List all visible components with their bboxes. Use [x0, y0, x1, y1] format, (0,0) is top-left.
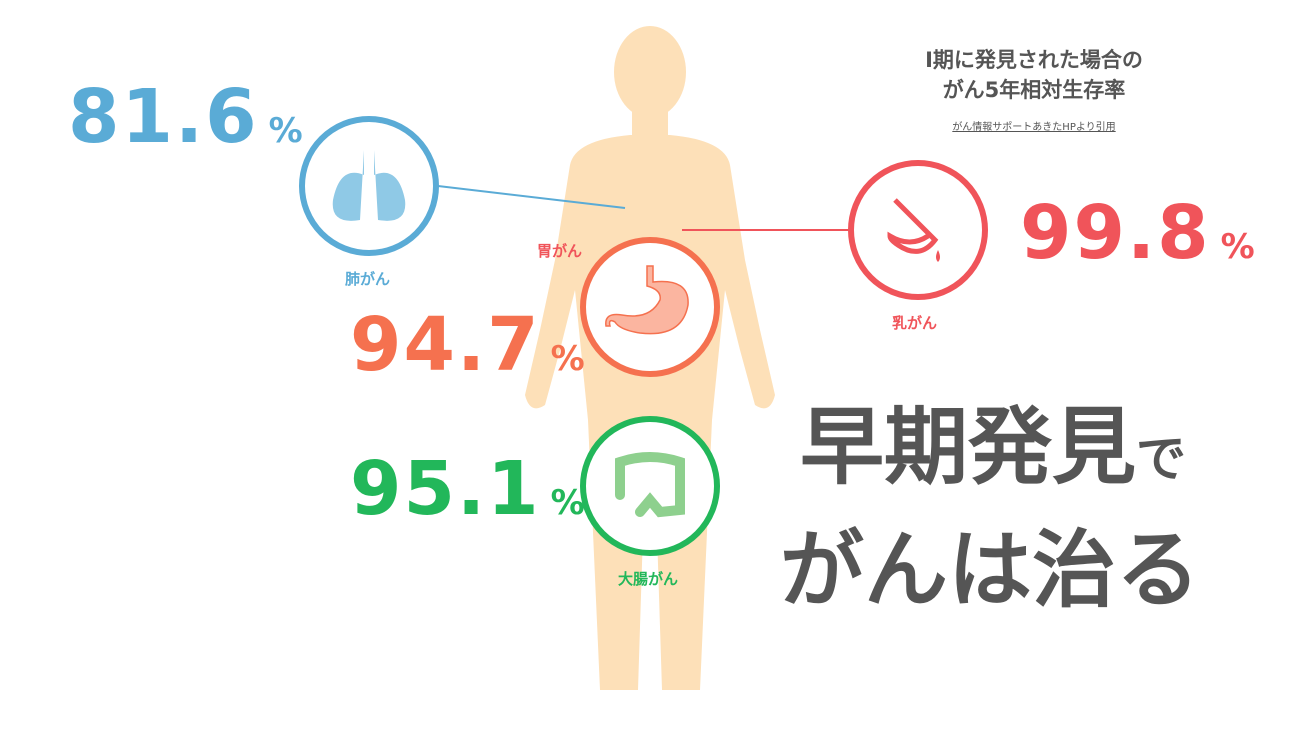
lung-rate-value: 81.6: [68, 74, 259, 160]
stomach-label: 胃がん: [537, 242, 583, 260]
lung-rate-unit: %: [268, 111, 305, 151]
colon-rate-unit: %: [550, 483, 587, 523]
colon-rate: 95.1%: [350, 452, 587, 526]
stomach-rate-unit: %: [550, 339, 587, 379]
stomach-rate-value: 94.7: [350, 302, 541, 388]
lung-label: 肺がん: [345, 270, 391, 288]
title-line-1: I期に発見された場合の: [925, 48, 1143, 72]
lung-connector-line: [437, 185, 626, 209]
breast-label: 乳がん: [892, 314, 938, 332]
stomach-rate: 94.7%: [350, 308, 587, 382]
chart-title: I期に発見された場合の がん5年相対生存率: [874, 45, 1194, 106]
colon-icon: [580, 416, 720, 556]
breast-rate-value: 99.8: [1020, 190, 1211, 276]
colon-label: 大腸がん: [618, 570, 679, 588]
stomach-icon: [580, 237, 720, 377]
headline-suffix: で: [1136, 430, 1187, 488]
title-line-2: がん5年相対生存率: [942, 78, 1126, 103]
lungs-icon: [299, 116, 439, 256]
human-silhouette: [525, 26, 775, 690]
breast-rate-unit: %: [1220, 227, 1257, 267]
colon-rate-value: 95.1: [350, 446, 541, 532]
headline-line-1: 早期発見で: [800, 405, 1186, 489]
headline-main: 早期発見: [800, 398, 1137, 496]
headline-line-2: がんは治る: [780, 521, 1201, 619]
source-link[interactable]: がん情報サポートあきたHPより引用: [952, 122, 1116, 133]
breast-icon: [848, 160, 988, 300]
breast-rate: 99.8%: [1020, 196, 1257, 270]
lung-rate: 81.6%: [68, 80, 305, 154]
